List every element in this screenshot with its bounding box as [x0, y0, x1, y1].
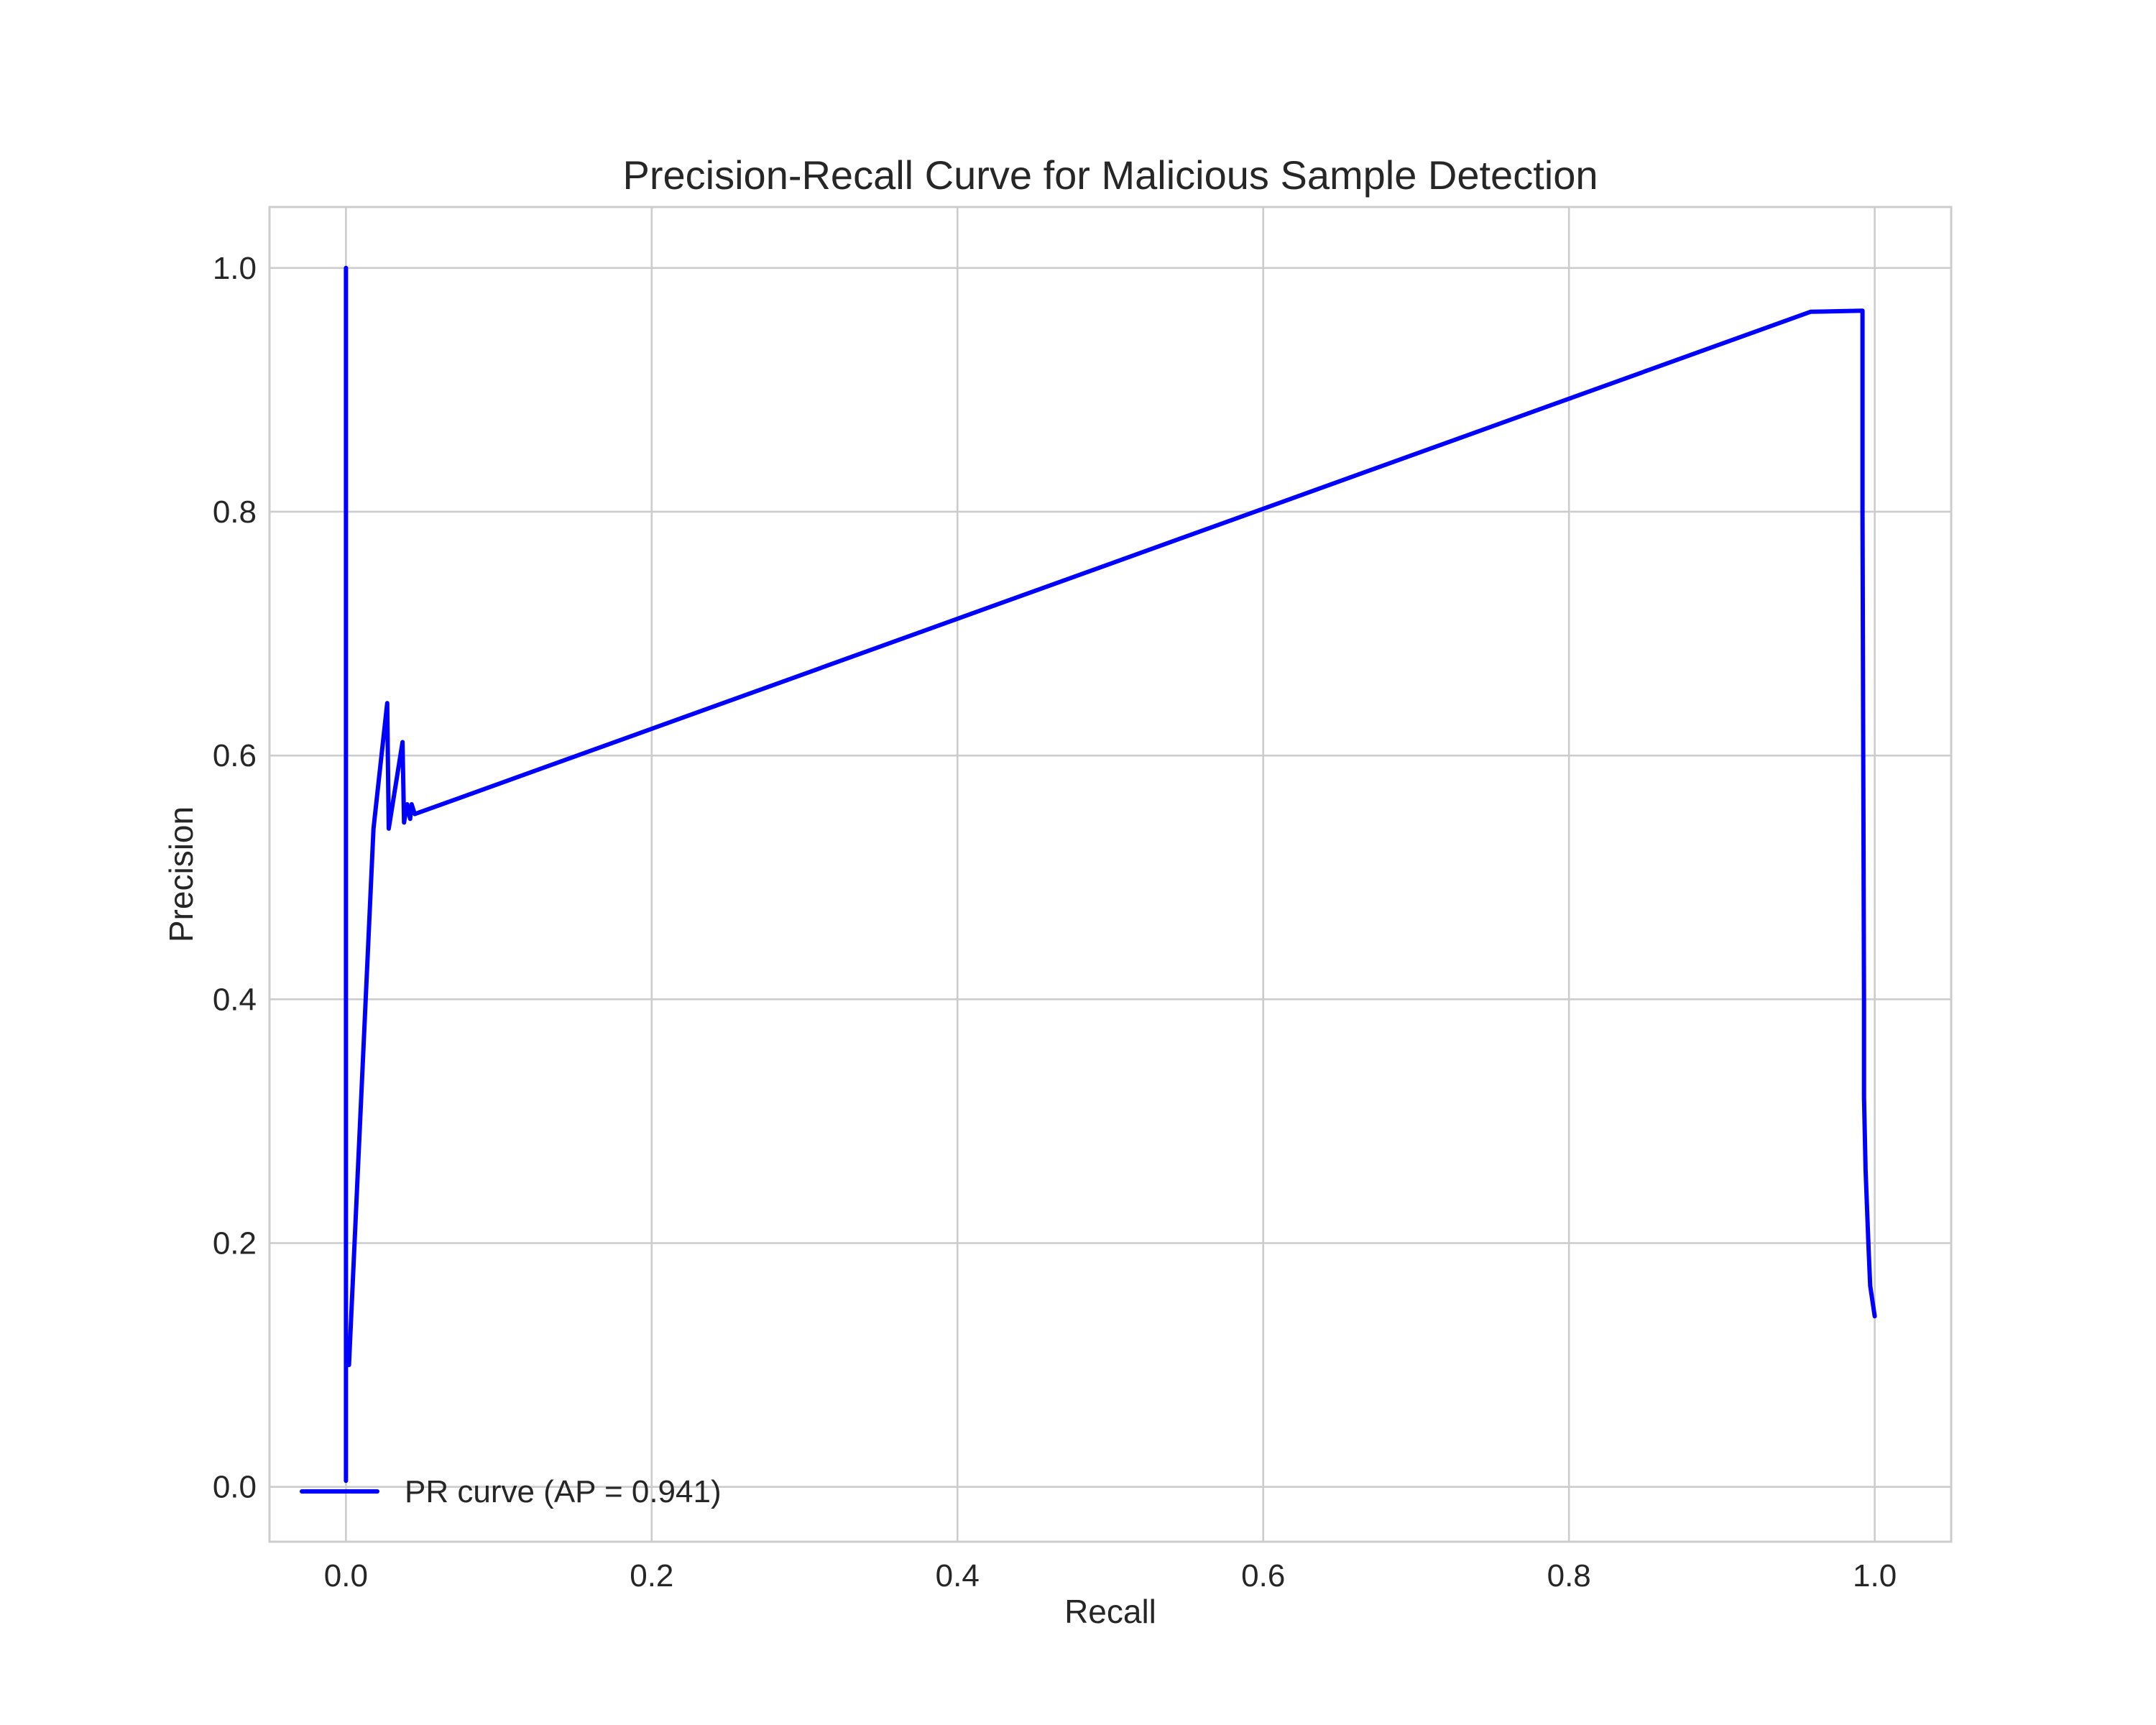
series-layer	[344, 265, 1877, 1484]
y-tick-label: 1.0	[213, 251, 257, 286]
x-tick-label: 0.2	[630, 1558, 673, 1593]
legend-label: PR curve (AP = 0.941)	[405, 1474, 722, 1509]
y-tick-label: 0.0	[213, 1470, 257, 1505]
x-tick-label: 1.0	[1853, 1558, 1897, 1593]
y-tick-label: 0.4	[213, 982, 257, 1017]
y-tick-label: 0.8	[213, 494, 257, 530]
y-axis-label: Precision	[162, 806, 200, 942]
x-tick-label: 0.0	[324, 1558, 368, 1593]
plot-area-frame	[268, 206, 1953, 1543]
legend: PR curve (AP = 0.941)	[300, 1474, 722, 1509]
x-tick-label: 0.4	[936, 1558, 980, 1593]
x-tick-label: 0.8	[1547, 1558, 1591, 1593]
tick-label-layer: 0.0 0.2 0.4 0.6 0.8 1.0 0.0 0.2 0.4 0.6 0.8 1.0	[213, 251, 1897, 1593]
y-tick-label: 0.6	[213, 738, 257, 773]
series-line-pr-curve	[344, 265, 1877, 1484]
chart-title: Precision-Recall Curve for Malicious Sam…	[623, 152, 1598, 198]
grid-layer	[270, 207, 1951, 1542]
y-tick-label: 0.2	[213, 1226, 257, 1261]
x-axis-label: Recall	[1064, 1593, 1156, 1630]
x-tick-label: 0.6	[1241, 1558, 1285, 1593]
